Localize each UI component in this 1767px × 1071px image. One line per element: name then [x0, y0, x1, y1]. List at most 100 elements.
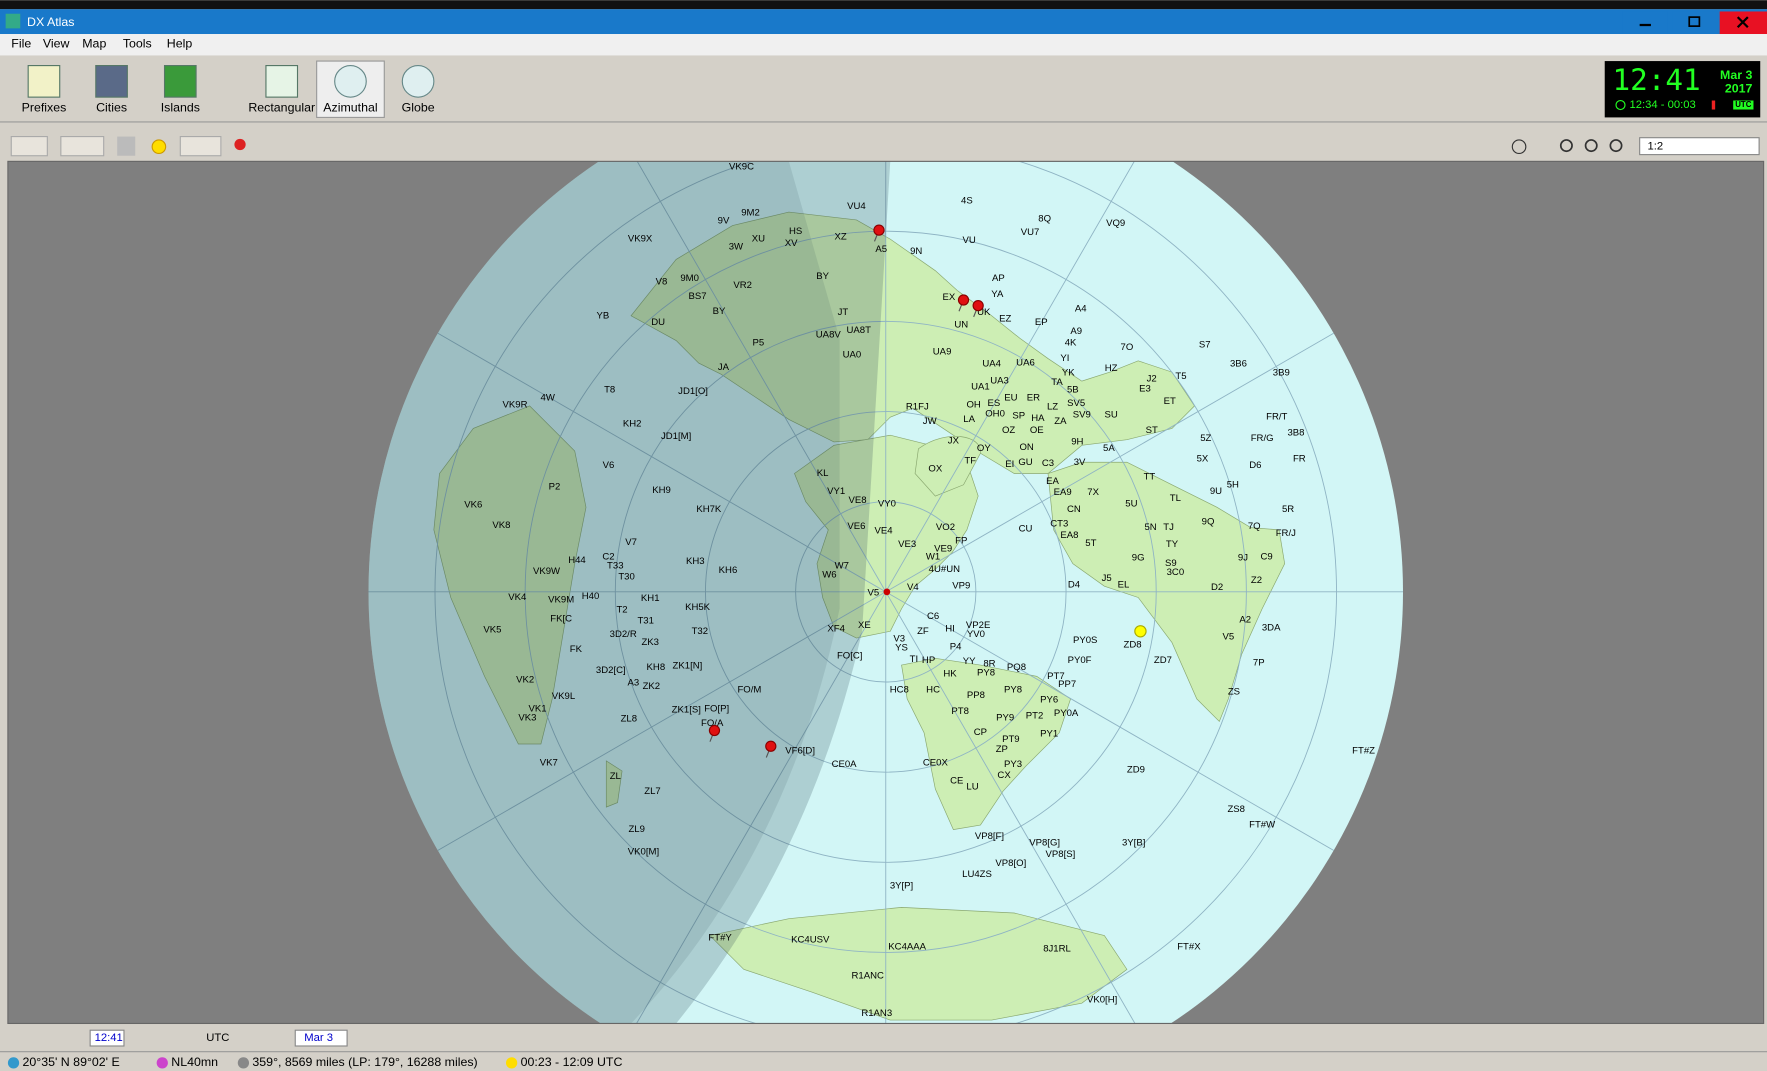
prefix-label[interactable]: V6: [603, 460, 615, 471]
prefix-label[interactable]: UA3: [990, 376, 1009, 387]
tool-label[interactable]: Cities: [96, 101, 127, 115]
prefix-label[interactable]: XF4: [827, 624, 845, 635]
prefix-label[interactable]: XE: [858, 620, 871, 631]
prefix-label[interactable]: VK0[H]: [1087, 994, 1117, 1005]
pin[interactable]: [957, 294, 970, 306]
prefix-label[interactable]: PP7: [1058, 679, 1076, 690]
prefix-label[interactable]: PY3: [1004, 759, 1022, 770]
prefix-label[interactable]: PY0F: [1068, 655, 1092, 666]
prefix-label[interactable]: T32: [692, 626, 708, 637]
prefix-label[interactable]: 4U#UN: [929, 564, 960, 575]
prefix-label[interactable]: 8J1RL: [1043, 944, 1071, 955]
prefix-label[interactable]: FO/A: [701, 718, 724, 729]
tool-btn[interactable]: [179, 136, 222, 157]
prefix-label[interactable]: VP2E: [966, 620, 990, 631]
prefix-label[interactable]: OY: [977, 443, 991, 454]
pin-btn[interactable]: [234, 138, 246, 151]
prefix-label[interactable]: CE0A: [832, 759, 858, 770]
prefix-label[interactable]: R1FJ: [906, 402, 929, 413]
prefix-label[interactable]: ZS: [1228, 687, 1240, 698]
menu-item[interactable]: File: [11, 36, 31, 50]
prefix-label[interactable]: UN: [954, 319, 968, 330]
prefix-label[interactable]: XU: [752, 234, 765, 245]
prefix-label[interactable]: ZF: [917, 626, 929, 637]
menu-item[interactable]: Help: [167, 36, 193, 50]
tool-icon[interactable]: [401, 65, 435, 98]
prefix-label[interactable]: FO/M: [737, 684, 761, 695]
prefix-label[interactable]: V3: [893, 634, 905, 645]
prefix-label[interactable]: HK: [943, 669, 957, 680]
prefix-label[interactable]: S7: [1199, 340, 1211, 351]
prefix-label[interactable]: 8Q: [1038, 213, 1051, 224]
menu-item[interactable]: View: [43, 36, 70, 50]
prefix-label[interactable]: 5H: [1227, 479, 1239, 490]
prefix-label[interactable]: 7Q: [1248, 521, 1261, 532]
prefix-label[interactable]: CU: [1019, 523, 1033, 534]
prefix-label[interactable]: PT7: [1047, 671, 1065, 682]
prefix-label[interactable]: ST: [1146, 425, 1158, 436]
prefix-label[interactable]: OZ: [1002, 425, 1015, 436]
tool-label[interactable]: Islands: [161, 101, 200, 115]
prefix-label[interactable]: ZD8: [1124, 639, 1142, 650]
prefix-label[interactable]: SU: [1104, 409, 1117, 420]
prefix-label[interactable]: VK9W: [533, 566, 560, 577]
prefix-label[interactable]: UK: [977, 307, 991, 318]
date-box[interactable]: [294, 1029, 348, 1047]
tool-label[interactable]: Prefixes: [22, 101, 67, 115]
prefix-label[interactable]: UA0: [843, 350, 862, 361]
prefix-label[interactable]: YA: [991, 289, 1004, 300]
prefix-label[interactable]: KH2: [623, 418, 642, 429]
prefix-label[interactable]: A9: [1070, 326, 1082, 337]
prefix-label[interactable]: CX: [997, 770, 1011, 781]
prefix-label[interactable]: FK[C: [550, 613, 572, 624]
prefix-label[interactable]: ET: [1164, 396, 1176, 407]
prefix-label[interactable]: ER: [1027, 393, 1040, 404]
home-marker[interactable]: [883, 588, 891, 596]
prefix-label[interactable]: ZK1[N]: [673, 661, 703, 672]
prefix-label[interactable]: D6: [1249, 460, 1261, 471]
tool-icon[interactable]: [95, 65, 128, 98]
prefix-label[interactable]: BY: [713, 306, 726, 317]
prefix-label[interactable]: V8: [656, 276, 668, 287]
prefix-label[interactable]: YI: [1060, 353, 1069, 364]
prefix-label[interactable]: JD1[O]: [678, 386, 708, 397]
prefix-label[interactable]: PY0S: [1073, 635, 1097, 646]
prefix-label[interactable]: EA9: [1054, 487, 1072, 498]
prefix-label[interactable]: LA: [963, 414, 975, 425]
pin[interactable]: [765, 740, 777, 752]
prefix-label[interactable]: HA: [1031, 413, 1045, 424]
prefix-label[interactable]: VK1: [528, 704, 546, 715]
zoom-box[interactable]: [1639, 137, 1760, 156]
prefix-label[interactable]: PY0A: [1054, 708, 1079, 719]
zoom-fit[interactable]: [1609, 139, 1623, 153]
prefix-label[interactable]: T5: [1175, 371, 1186, 382]
prefix-label[interactable]: SP: [1012, 411, 1025, 422]
prefix-label[interactable]: C3: [1042, 458, 1054, 469]
prefix-label[interactable]: DU: [651, 317, 665, 328]
prefix-label[interactable]: EA: [1046, 476, 1059, 487]
prefix-label[interactable]: ZK1[S]: [672, 705, 701, 716]
prefix-label[interactable]: ZK3: [641, 637, 659, 648]
prefix-label[interactable]: D2: [1211, 582, 1223, 593]
prefix-label[interactable]: VK9X: [628, 234, 653, 245]
prefix-label[interactable]: 5N: [1144, 522, 1156, 533]
sun-btn[interactable]: [151, 139, 167, 155]
prefix-label[interactable]: 9H: [1071, 436, 1083, 447]
prefix-label[interactable]: W6: [822, 569, 836, 580]
prefix-label[interactable]: ZD9: [1127, 764, 1145, 775]
prefix-label[interactable]: EA8: [1060, 530, 1078, 541]
prefix-label[interactable]: EX: [942, 292, 955, 303]
prefix-label[interactable]: 7X: [1087, 487, 1099, 498]
prefix-label[interactable]: 5B: [1067, 385, 1079, 396]
prefix-label[interactable]: KL: [817, 468, 829, 479]
prefix-label[interactable]: 5U: [1125, 498, 1137, 509]
pin[interactable]: [873, 224, 885, 236]
time-box[interactable]: [89, 1029, 125, 1047]
prefix-label[interactable]: 4W: [541, 393, 555, 404]
prefix-label[interactable]: LU4ZS: [962, 869, 992, 880]
prefix-label[interactable]: HC8: [890, 684, 909, 695]
prefix-label[interactable]: P5: [753, 337, 765, 348]
prefix-label[interactable]: UA6: [1016, 358, 1035, 369]
tool-btn[interactable]: [117, 136, 136, 156]
prefix-label[interactable]: ZL7: [644, 786, 660, 797]
